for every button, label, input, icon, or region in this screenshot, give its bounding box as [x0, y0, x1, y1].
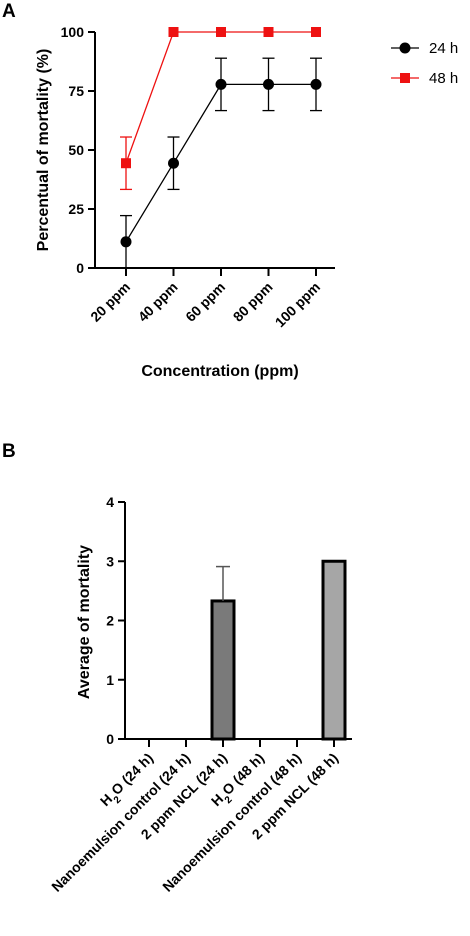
legend-label-24-h: 24 h	[429, 40, 458, 57]
x-tick-label-60-ppm: 60 ppm	[182, 279, 228, 325]
y-tick-label-b: 0	[106, 731, 114, 747]
bar-2-ppm-ncl-48-h	[321, 559, 347, 741]
x-tick-label-40-ppm: 40 ppm	[135, 279, 181, 325]
data-point-24-h	[120, 236, 132, 248]
data-point-48-h	[121, 158, 131, 169]
panel-label-b: B	[2, 441, 16, 462]
y-tick-label-a: 75	[68, 83, 84, 99]
y-axis-title-b: Average of mortality	[76, 545, 93, 699]
y-tick-label-b: 3	[106, 553, 114, 569]
x-axis-title-a: Concentration (ppm)	[141, 363, 298, 380]
data-point-48-h	[311, 27, 321, 37]
data-point-48-h	[168, 27, 179, 37]
y-tick-label-b: 1	[106, 672, 114, 688]
y-tick-label-b: 2	[106, 613, 114, 629]
y-axis-title-a: Percentual of mortality (%)	[35, 49, 52, 252]
plot-area-a	[120, 27, 322, 269]
chart-panel-a: A Percentual of mortality (%) Concentrat…	[2, 1, 458, 380]
legend-a: 24 h 48 h	[391, 40, 458, 87]
panel-label-a: A	[2, 1, 16, 22]
x-tick-label-80-ppm: 80 ppm	[230, 279, 276, 325]
plot-area-b	[210, 559, 347, 741]
series-48-h	[120, 27, 321, 191]
data-point-48-h	[263, 27, 274, 37]
data-point-24-h	[310, 78, 322, 90]
y-tick-label-a: 0	[76, 260, 84, 276]
legend-label-48-h: 48 h	[429, 70, 458, 87]
y-tick-label-a: 25	[68, 201, 84, 217]
data-point-24-h	[215, 78, 227, 90]
y-tick-label-a: 50	[68, 142, 84, 158]
y-tick-label-b: 4	[106, 494, 114, 510]
series-24-h	[120, 57, 322, 269]
data-point-48-h	[216, 27, 226, 37]
data-point-24-h	[263, 78, 274, 90]
legend-marker-24-h	[399, 42, 411, 54]
x-tick-label-100-ppm: 100 ppm	[272, 279, 323, 330]
x-tick-label-20-ppm: 20 ppm	[87, 279, 133, 325]
y-tick-label-a: 100	[61, 24, 85, 40]
data-point-24-h	[168, 157, 179, 169]
legend-marker-48-h	[400, 73, 410, 83]
bar-2-ppm-ncl-24-h	[210, 599, 236, 741]
